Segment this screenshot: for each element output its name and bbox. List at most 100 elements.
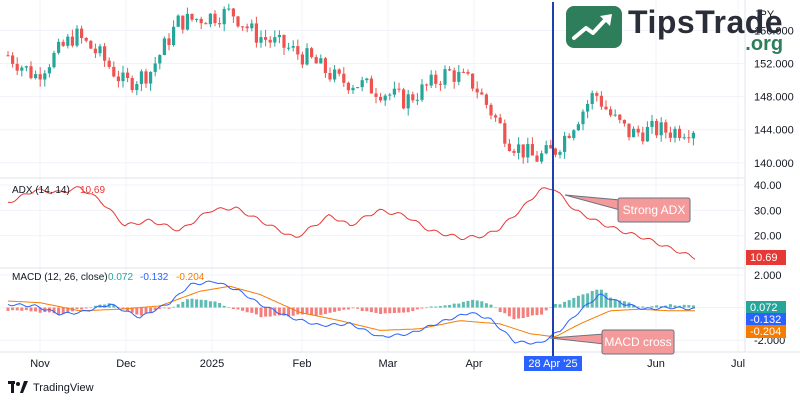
hist-last-badge-bg [746,301,786,314]
adx-axis-ticks[interactable]: 40.00 30.00 20.00 [754,180,782,243]
macd-hist-bar [61,307,65,315]
time-tick-label: Mar [379,358,398,370]
macd-hist-bar [636,306,640,308]
macd-hist-bar [310,307,314,316]
macd-hist-bar [328,307,332,313]
candle-body [254,23,258,43]
candle-body [328,72,332,80]
macd-hist-bar [489,304,493,308]
candle-body [471,73,475,89]
price-axis-ticks[interactable]: 156.000 152.000 148.000 144.000 140.000 [754,25,794,169]
macd-hist-bar [664,305,668,308]
macd-hist-bar [420,307,424,309]
candle-body [231,8,235,17]
macd-hist-bar [563,301,567,308]
time-highlight-bg [524,356,582,371]
macd-hist-bar [691,305,695,308]
strong-adx-box [617,197,691,223]
candle-body [208,13,212,25]
macd-legend[interactable]: MACD (12, 26, close) 0.072 -0.132 -0.204 [12,272,205,283]
macd-hist-bar [618,300,622,308]
time-axis-labels[interactable]: Nov Dec 2025 Feb Mar Apr Jun Jul [30,358,745,370]
macd-hist-bar [181,301,185,308]
candle-body [333,69,337,80]
candle-body [245,26,249,29]
candle-body [365,78,369,81]
macd-hist-bar [342,307,346,310]
candle-body [70,36,74,46]
candle-body [236,16,240,27]
candle-body [650,120,654,127]
macd-hist-bar [250,307,254,313]
candle-body [61,41,65,46]
candle-body [162,38,166,56]
candle-body [512,150,516,153]
macd-hist-bar [411,307,415,312]
adx-tick-label: 40.00 [754,180,782,192]
macd-hist-bar [259,307,263,318]
candle-body [199,18,203,24]
candle-body [590,93,594,104]
candle-body [443,69,447,85]
adx-last-badge-bg [746,250,786,265]
candle-body [356,87,360,89]
macd-hist-bar [521,307,525,319]
macd-hist-bar [112,304,116,308]
price-tick-label: 148.000 [754,92,794,104]
candle-body [116,76,120,82]
candle-body [535,155,539,162]
macd-hist-bar [379,307,383,314]
macd-hist-bar [208,301,212,308]
time-highlight-text: 28 Apr '25 [528,358,577,370]
macd-hist-bar [415,307,419,310]
macd-hist-bar [314,307,318,316]
macd-hist-bar [158,307,162,309]
macd-hist-bar [241,307,245,311]
macd-hist-bar [576,295,580,308]
candle-body [112,66,116,77]
adx-legend[interactable]: ADX (14, 14) 10.69 [12,185,105,196]
candle-body [241,26,245,28]
candle-body [29,66,33,79]
macd-hist-bar [553,303,557,308]
macd-hist-bar [75,307,79,309]
candle-body [20,67,24,71]
macd-hist-bar [595,289,599,308]
macd-hist-bar [300,307,304,315]
macd-hist-bar [429,306,433,308]
macd-hist-bar [6,307,10,311]
candle-body [195,18,199,20]
macd-series-path [7,280,696,345]
candle-body [107,60,111,67]
macd-hist-bar [107,303,111,308]
macd-hist-bar [218,302,222,308]
macd-hist-bar [29,307,33,312]
candle-body [6,55,10,57]
macd-hist-bar [162,307,166,309]
footer-brand[interactable]: TradingView [8,380,94,396]
macd-hist-bar [52,307,56,314]
candle-body [139,71,143,85]
time-tick-label: Apr [465,358,482,370]
candle-body [434,74,438,84]
signal-last-badge-text: -0.204 [750,326,781,338]
candle-body [153,63,157,72]
macd-hist-bar [356,307,360,309]
macd-hist-bar [231,307,235,310]
candle-body [682,137,686,139]
candle-body [213,13,217,24]
macd-hist-bar [374,307,378,313]
macd-hist-bar [517,307,521,319]
macd-hist-bar [360,307,364,312]
macd-hist-bar [494,307,498,309]
time-tick-label: Jun [647,358,665,370]
time-highlight: 28 Apr '25 [524,356,582,371]
macd-axis-ticks[interactable]: 2.000 -2.000 [754,270,785,347]
candle-body [563,135,567,152]
macd-hist-bar [24,307,28,311]
candle-body [15,63,19,71]
macd-hist-bar [66,307,70,313]
macd-hist-bar [369,307,373,313]
macd-hist-bar [438,306,442,308]
adx-legend-name: ADX (14, 14) [12,185,70,196]
